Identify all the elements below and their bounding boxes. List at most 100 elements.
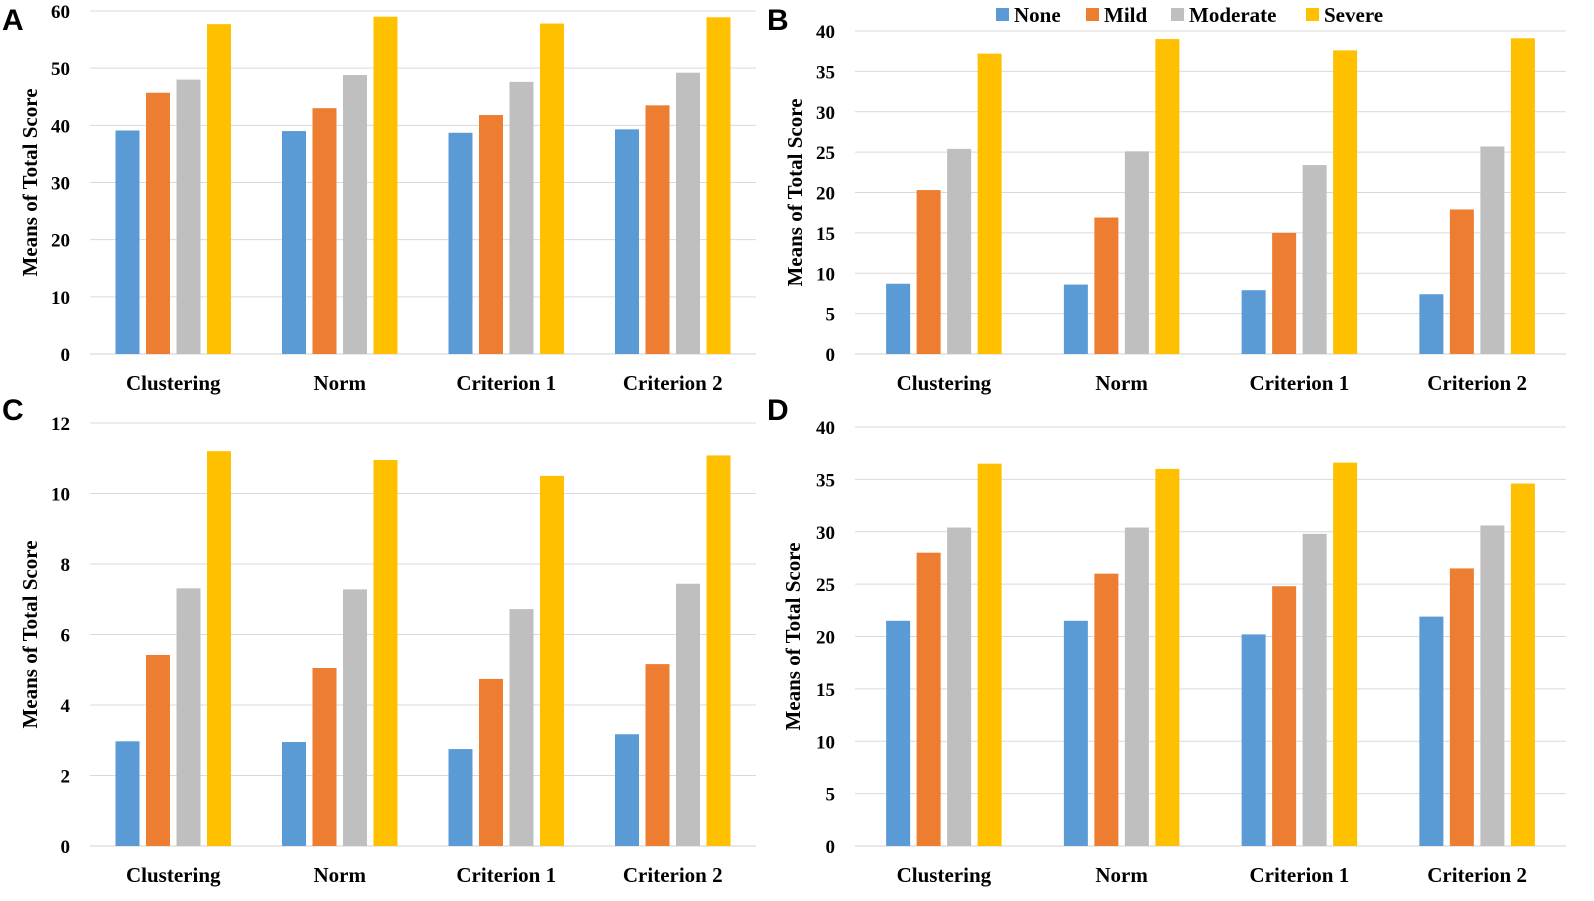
panel-label: A	[2, 4, 24, 37]
bar-moderate-criterion-1	[1302, 533, 1327, 846]
x-category-label: Clustering	[897, 371, 992, 395]
bar-mild-norm	[1094, 217, 1119, 354]
bar-severe-clustering	[207, 24, 231, 354]
bar-moderate-clustering	[947, 527, 972, 846]
y-tick-label: 2	[61, 767, 71, 788]
x-category-label: Criterion 1	[1250, 371, 1350, 395]
x-category-label: Criterion 2	[623, 863, 723, 887]
bar-mild-clustering	[146, 654, 170, 846]
x-category-label: Clustering	[126, 863, 221, 887]
x-category-label: Norm	[1095, 863, 1148, 887]
bar-moderate-criterion-2	[676, 72, 700, 355]
y-tick-label: 4	[61, 696, 71, 717]
bar-mild-criterion-2	[1449, 209, 1474, 354]
bar-mild-criterion-1	[1272, 232, 1297, 354]
bar-mild-criterion-1	[1272, 586, 1297, 846]
x-category-label: Criterion 1	[1250, 863, 1350, 887]
bar-none-criterion-2	[1419, 294, 1444, 354]
bar-mild-norm	[312, 108, 337, 354]
y-tick-label: 0	[61, 345, 71, 366]
chart-panel-d: 0 5 10 15 20 25 30 35 40 Clustering Norm Criterion …	[767, 394, 1566, 887]
y-tick-label: 20	[51, 231, 70, 252]
bar-severe-criterion-1	[1333, 50, 1358, 354]
bar-mild-clustering	[916, 190, 941, 354]
y-axis-label: Means of Total Score	[18, 88, 42, 276]
y-tick-label: 8	[61, 555, 71, 576]
panel-label: D	[767, 394, 789, 427]
bar-none-criterion-2	[615, 734, 639, 846]
x-category-label: Criterion 2	[623, 371, 723, 395]
chart-panel-b: 0 5 10 15 20 25 30 35 40 Clustering Norm Criterion …	[767, 4, 1566, 395]
x-category-label: Criterion 2	[1427, 371, 1527, 395]
bar-moderate-criterion-2	[1480, 146, 1505, 354]
x-category-label: Criterion 2	[1427, 863, 1527, 887]
bar-none-criterion-2	[615, 129, 639, 354]
bar-moderate-clustering	[947, 148, 972, 354]
bar-none-criterion-1	[1241, 290, 1266, 354]
bar-none-clustering	[886, 620, 911, 846]
legend-swatch-moderate	[1171, 8, 1184, 21]
y-axis-label: Means of Total Score	[783, 98, 807, 286]
bar-moderate-norm	[343, 589, 367, 846]
bar-none-criterion-1	[1241, 634, 1266, 846]
y-axis-label: Means of Total Score	[781, 542, 805, 730]
x-category-label: Norm	[314, 863, 367, 887]
bar-none-norm	[1063, 620, 1088, 846]
bar-moderate-criterion-2	[1480, 525, 1505, 846]
y-tick-label: 30	[51, 174, 70, 195]
bar-none-criterion-2	[1419, 616, 1444, 846]
bar-mild-criterion-1	[479, 115, 503, 354]
bar-severe-criterion-1	[540, 23, 564, 355]
legend-label-none: None	[1014, 3, 1061, 27]
bar-none-criterion-1	[448, 132, 473, 354]
y-tick-label: 5	[826, 785, 836, 806]
bar-severe-clustering	[207, 451, 231, 846]
x-category-label: Norm	[314, 371, 367, 395]
bar-moderate-norm	[1124, 151, 1149, 354]
x-category-label: Norm	[1095, 371, 1148, 395]
y-tick-label: 10	[816, 732, 835, 753]
bar-moderate-criterion-1	[1302, 165, 1327, 354]
y-tick-label: 35	[816, 62, 835, 83]
y-tick-label: 0	[61, 837, 71, 858]
x-category-label: Clustering	[126, 371, 221, 395]
bar-severe-criterion-2	[1510, 483, 1535, 846]
y-tick-label: 60	[51, 2, 70, 23]
bar-mild-norm	[312, 667, 337, 846]
bar-none-clustering	[115, 741, 140, 846]
bar-mild-criterion-2	[645, 105, 670, 354]
y-tick-label: 0	[826, 345, 836, 366]
bar-none-clustering	[886, 283, 911, 354]
bar-mild-clustering	[146, 92, 170, 354]
y-tick-label: 20	[816, 184, 835, 205]
bar-severe-criterion-1	[540, 475, 564, 846]
bar-moderate-norm	[1124, 527, 1149, 846]
bar-moderate-clustering	[176, 79, 201, 354]
bar-mild-criterion-2	[1449, 568, 1474, 846]
y-tick-label: 25	[816, 575, 835, 596]
bar-mild-clustering	[916, 552, 941, 846]
y-tick-label: 15	[816, 224, 835, 245]
y-tick-label: 20	[816, 628, 835, 649]
bar-severe-criterion-2	[1510, 38, 1535, 355]
legend-label-severe: Severe	[1324, 3, 1383, 27]
bar-moderate-norm	[343, 75, 367, 354]
y-tick-label: 40	[51, 116, 70, 137]
y-tick-label: 30	[816, 103, 835, 124]
legend-swatch-none	[996, 8, 1009, 21]
bar-mild-criterion-1	[479, 678, 503, 846]
bar-none-norm	[282, 131, 306, 354]
bar-moderate-criterion-1	[509, 81, 534, 355]
bar-severe-criterion-2	[706, 455, 731, 846]
legend-swatch-severe	[1306, 8, 1319, 21]
y-tick-label: 5	[826, 305, 836, 326]
bar-severe-norm	[373, 460, 398, 846]
bar-severe-clustering	[977, 463, 1002, 846]
legend-swatch-mild	[1086, 8, 1099, 21]
y-tick-label: 40	[816, 22, 835, 43]
bar-none-criterion-1	[448, 749, 473, 846]
chart-panel-a: 0 10 20 30 40 50 60 Clustering Norm Criterion 1 Cr…	[2, 2, 756, 395]
panel-label: B	[767, 4, 789, 37]
legend-label-mild: Mild	[1104, 3, 1147, 27]
